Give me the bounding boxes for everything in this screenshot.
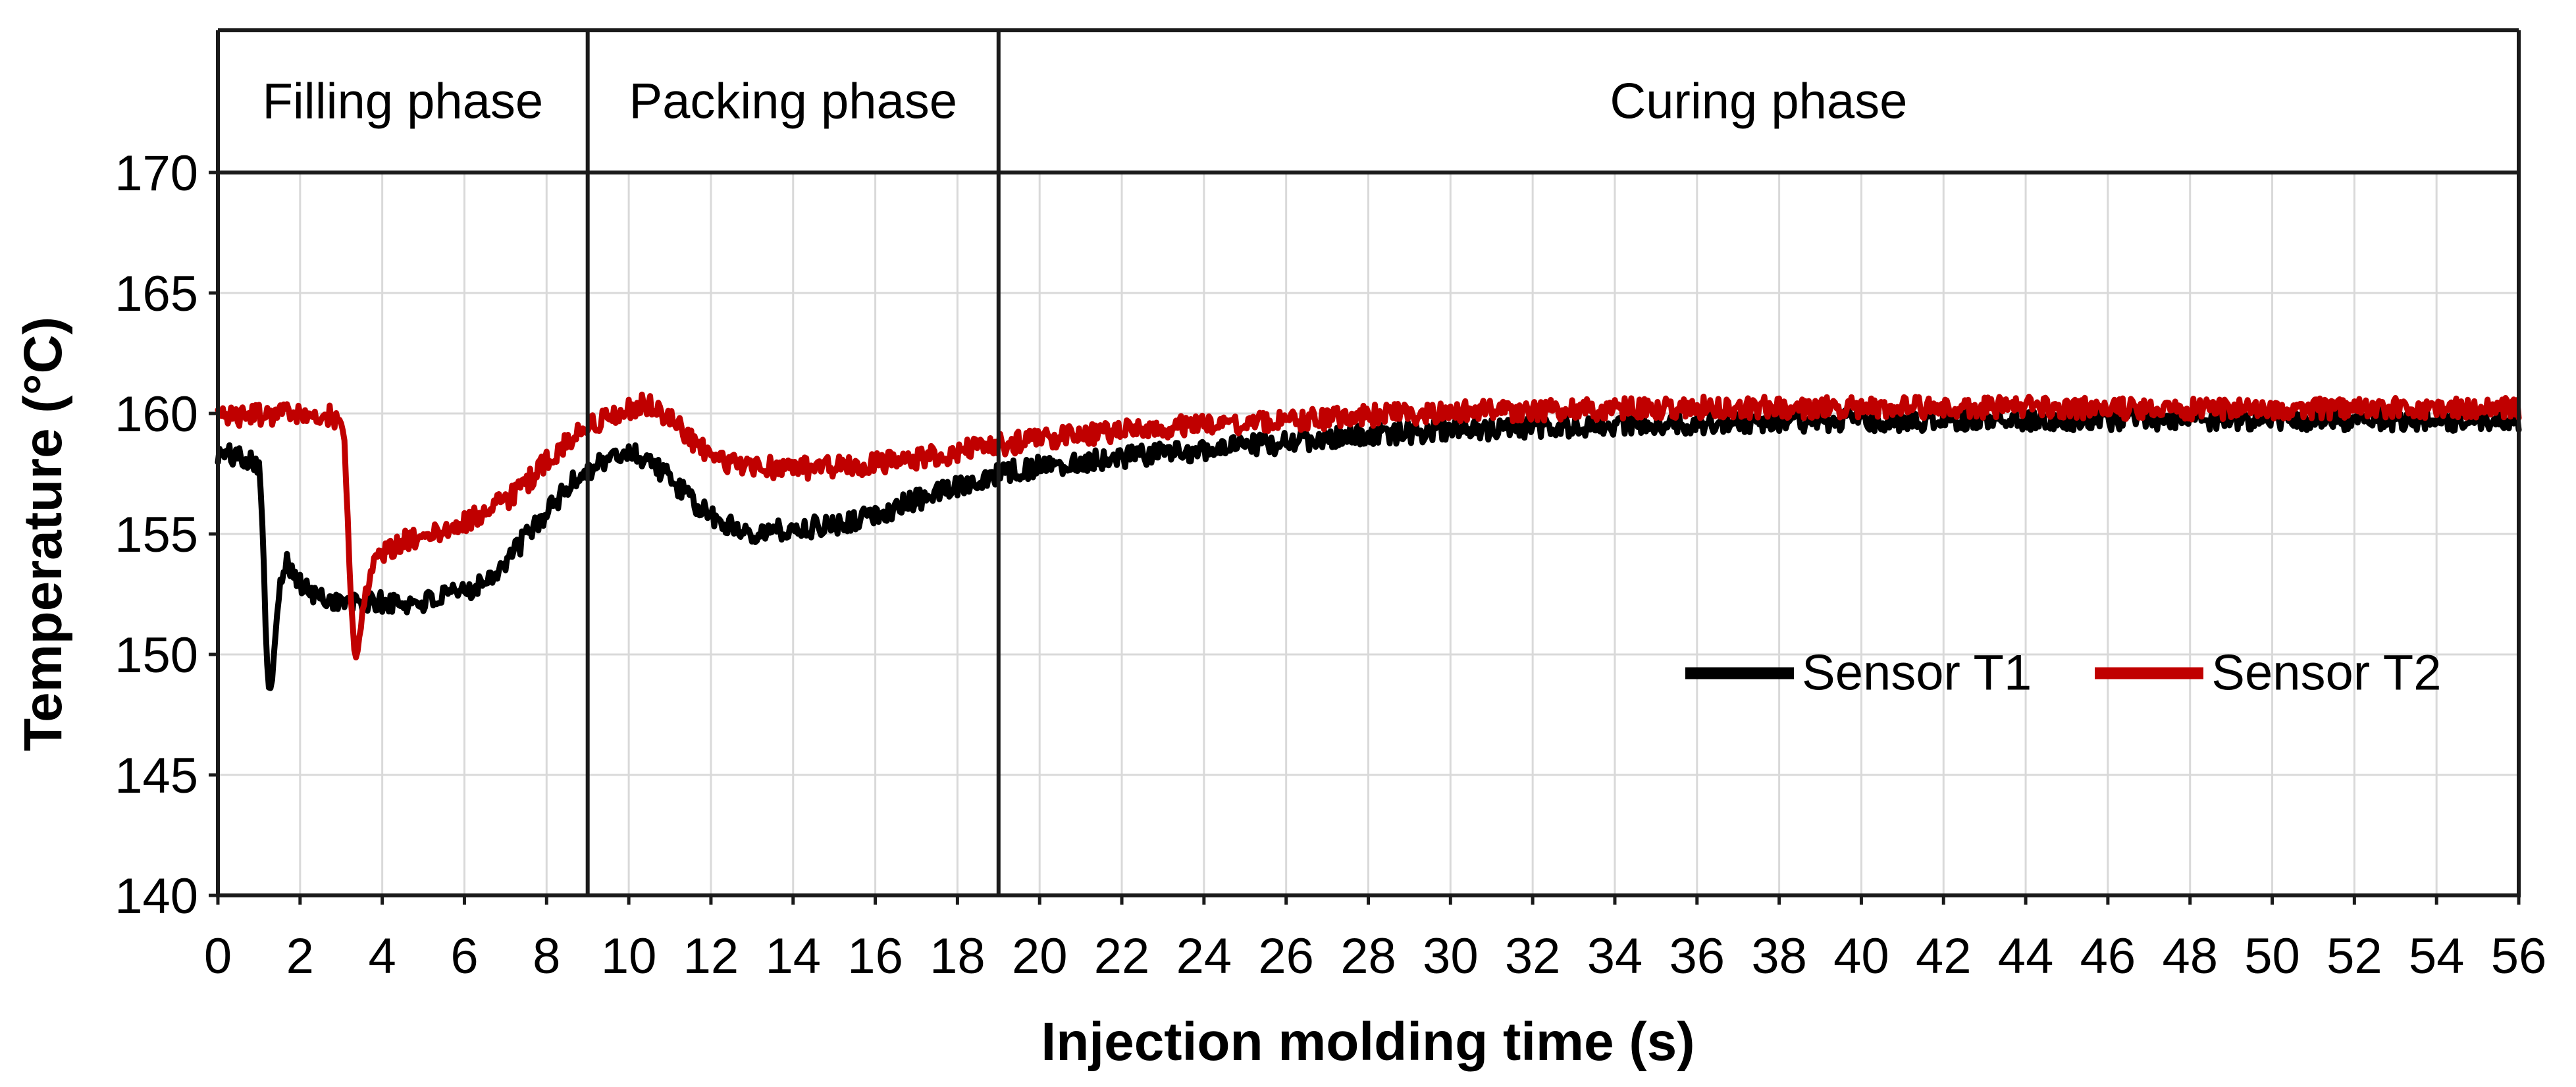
x-tick-label: 50 [2244,928,2300,984]
x-tick-label: 42 [1916,928,1972,984]
legend-swatch-sensor-t2-icon [2095,667,2204,679]
x-axis-title: Injection molding time (s) [1041,1012,1695,1072]
y-tick-label: 140 [115,868,198,924]
x-tick-label: 8 [533,928,560,984]
x-tick-label: 52 [2326,928,2382,984]
phase-label-curing: Curing phase [1610,73,1908,130]
legend-item-sensor-t1: Sensor T1 [1685,645,2032,702]
x-tick-label: 14 [765,928,821,984]
x-tick-label: 22 [1094,928,1150,984]
x-tick-label: 20 [1012,928,1068,984]
x-tick-label: 16 [847,928,903,984]
x-tick-label: 28 [1340,928,1396,984]
x-tick-label: 24 [1176,928,1232,984]
x-tick-label: 32 [1505,928,1561,984]
legend-label-sensor-t2: Sensor T2 [2211,645,2442,701]
y-tick-label: 150 [115,627,198,683]
x-tick-label: 2 [286,928,314,984]
phase-label-filling: Filling phase [262,73,544,130]
y-tick-label: 155 [115,507,198,563]
x-tick-label: 26 [1258,928,1314,984]
y-tick-label: 165 [115,266,198,322]
legend-swatch-sensor-t1-icon [1685,667,1794,679]
x-tick-label: 0 [204,928,232,984]
x-tick-label: 4 [369,928,396,984]
phase-label-packing: Packing phase [629,73,958,130]
chart-legend: Sensor T1 Sensor T2 [1685,645,2442,702]
legend-item-sensor-t2: Sensor T2 [2095,645,2442,702]
x-tick-label: 6 [450,928,478,984]
series-line-sensor-t2 [215,391,2522,661]
y-axis-title: Temperature (°C) [13,316,73,752]
x-tick-label: 46 [2080,928,2136,984]
x-tick-label: 40 [1833,928,1889,984]
x-tick-label: 30 [1423,928,1479,984]
x-tick-label: 48 [2162,928,2218,984]
y-tick-label: 170 [115,146,198,201]
x-tick-label: 44 [1998,928,2054,984]
x-tick-label: 36 [1669,928,1725,984]
x-tick-label: 12 [683,928,739,984]
x-tick-label: 18 [930,928,986,984]
y-tick-label: 145 [115,748,198,804]
y-tick-label: 160 [115,386,198,442]
series-line-sensor-t1 [215,406,2522,691]
legend-label-sensor-t1: Sensor T1 [1802,645,2032,701]
x-tick-label: 54 [2409,928,2465,984]
x-tick-label: 34 [1587,928,1643,984]
x-tick-label: 38 [1751,928,1807,984]
x-tick-label: 10 [601,928,657,984]
x-tick-label: 56 [2491,928,2547,984]
